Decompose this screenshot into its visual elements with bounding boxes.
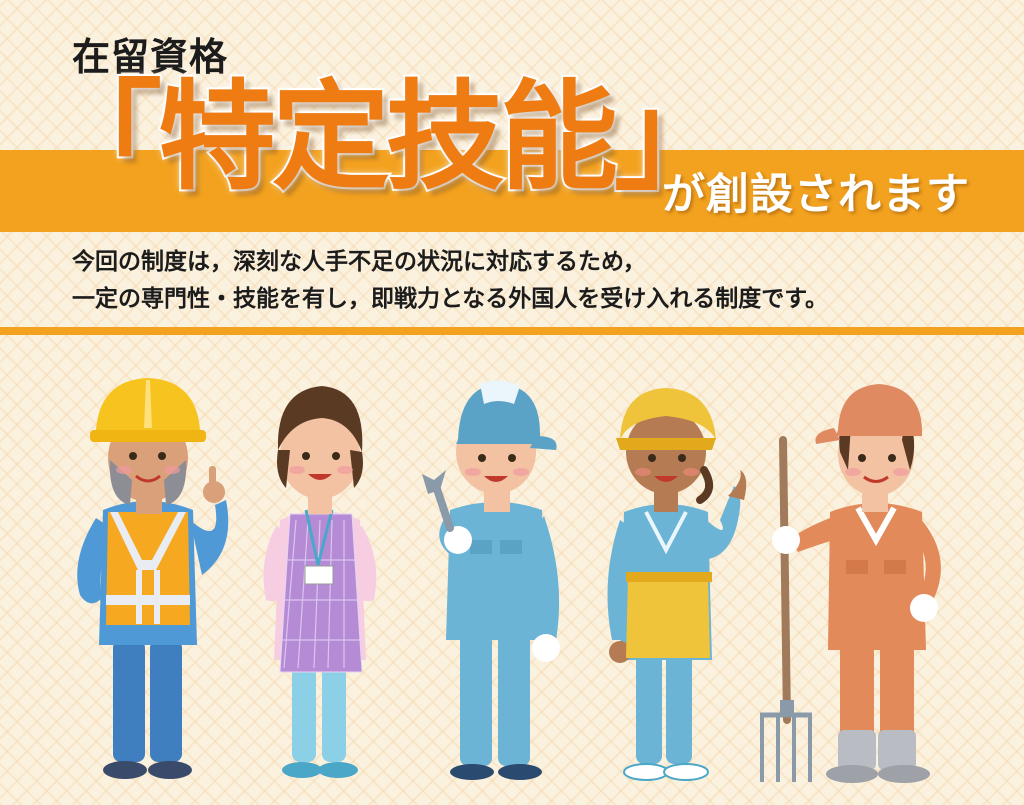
construction-worker-figure [77, 378, 229, 779]
divider [0, 327, 1024, 335]
description-line-1: 今回の制度は，深刻な人手不足の状況に対応するため， [72, 249, 646, 275]
description: 今回の制度は，深刻な人手不足の状況に対応するため， 一定の専門性・技能を有し，即… [72, 244, 828, 318]
workers-illustration [77, 378, 941, 783]
care-worker-figure [263, 386, 377, 778]
mechanic-figure [422, 380, 560, 780]
title-band [0, 150, 1024, 232]
food-service-worker-figure [607, 388, 747, 781]
description-line-2: 一定の専門性・技能を有し，即戦力となる外国人を受け入れる制度です。 [72, 286, 829, 312]
subtitle: 在留資格 [72, 35, 229, 79]
tagline: が創設されます [662, 170, 970, 220]
page-title: 「特定技能」 [42, 68, 734, 206]
farmer-figure [760, 384, 941, 783]
